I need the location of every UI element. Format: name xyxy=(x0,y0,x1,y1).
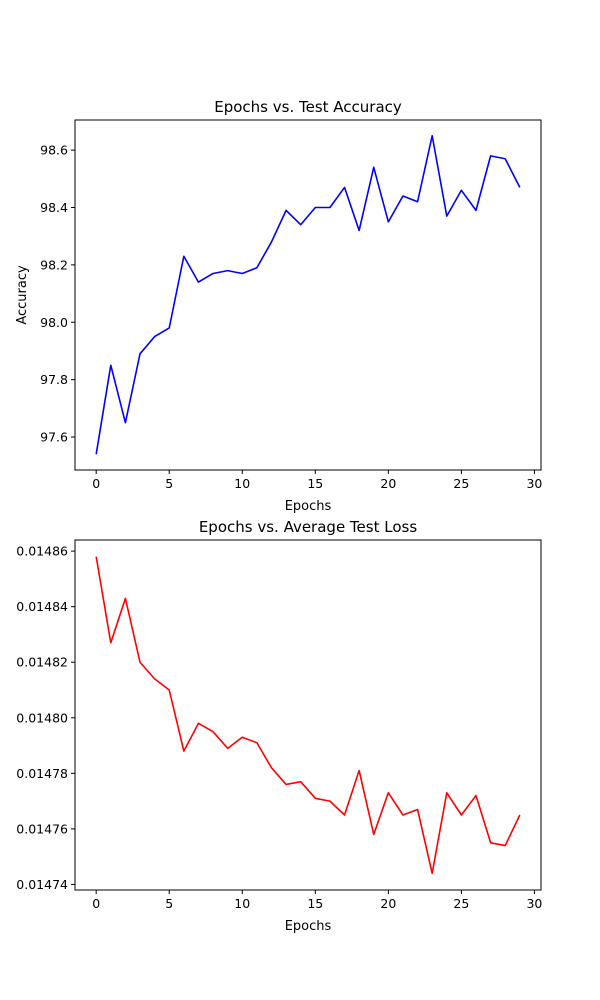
y-tick-label: 0.01474 xyxy=(16,877,68,892)
y-tick-label: 0.01476 xyxy=(16,821,68,836)
y-tick-label: 97.8 xyxy=(40,372,68,387)
x-tick-label: 20 xyxy=(380,476,396,491)
y-tick-label: 0.01480 xyxy=(16,710,68,725)
x-tick-label: 30 xyxy=(526,476,542,491)
y-axis-label: Accuracy xyxy=(15,265,30,325)
x-axis-label: Epochs xyxy=(285,499,332,514)
x-tick-label: 25 xyxy=(453,476,469,491)
x-tick-label: 0 xyxy=(92,476,100,491)
plot-frame xyxy=(74,119,542,471)
x-tick-label: 20 xyxy=(380,896,396,911)
y-tick-label: 0.01482 xyxy=(16,655,68,670)
plot-frame xyxy=(74,539,542,891)
series-line xyxy=(95,556,521,875)
y-tick-label: 98.0 xyxy=(40,315,68,330)
x-tick-label: 5 xyxy=(165,476,173,491)
y-tick-label: 0.01486 xyxy=(16,544,68,559)
x-tick-label: 5 xyxy=(165,896,173,911)
y-tick-label: 0.01478 xyxy=(16,766,68,781)
x-tick-label: 15 xyxy=(307,476,323,491)
chart-title: Epochs vs. Test Accuracy xyxy=(214,98,402,116)
x-tick-label: 0 xyxy=(92,896,100,911)
y-tick-label: 98.4 xyxy=(40,200,68,215)
x-tick-label: 15 xyxy=(307,896,323,911)
chart-1: Epochs vs. Test Accuracy 0 5 10 15 20 25 30 97.6… xyxy=(15,98,542,514)
y-tick-label: 97.6 xyxy=(40,430,68,445)
y-tick-label: 0.01484 xyxy=(16,599,68,614)
y-tick-label: 98.2 xyxy=(40,257,68,272)
y-tick-label: 98.6 xyxy=(40,143,68,158)
x-tick-label: 25 xyxy=(453,896,469,911)
chart-2: Epochs vs. Average Test Loss 0 5 10 15 20 25 30… xyxy=(16,518,542,934)
chart-title: Epochs vs. Average Test Loss xyxy=(199,518,417,536)
x-tick-label: 30 xyxy=(526,896,542,911)
x-axis-label: Epochs xyxy=(285,919,332,934)
x-tick-label: 10 xyxy=(234,476,250,491)
x-tick-label: 10 xyxy=(234,896,250,911)
series-line xyxy=(95,134,521,455)
